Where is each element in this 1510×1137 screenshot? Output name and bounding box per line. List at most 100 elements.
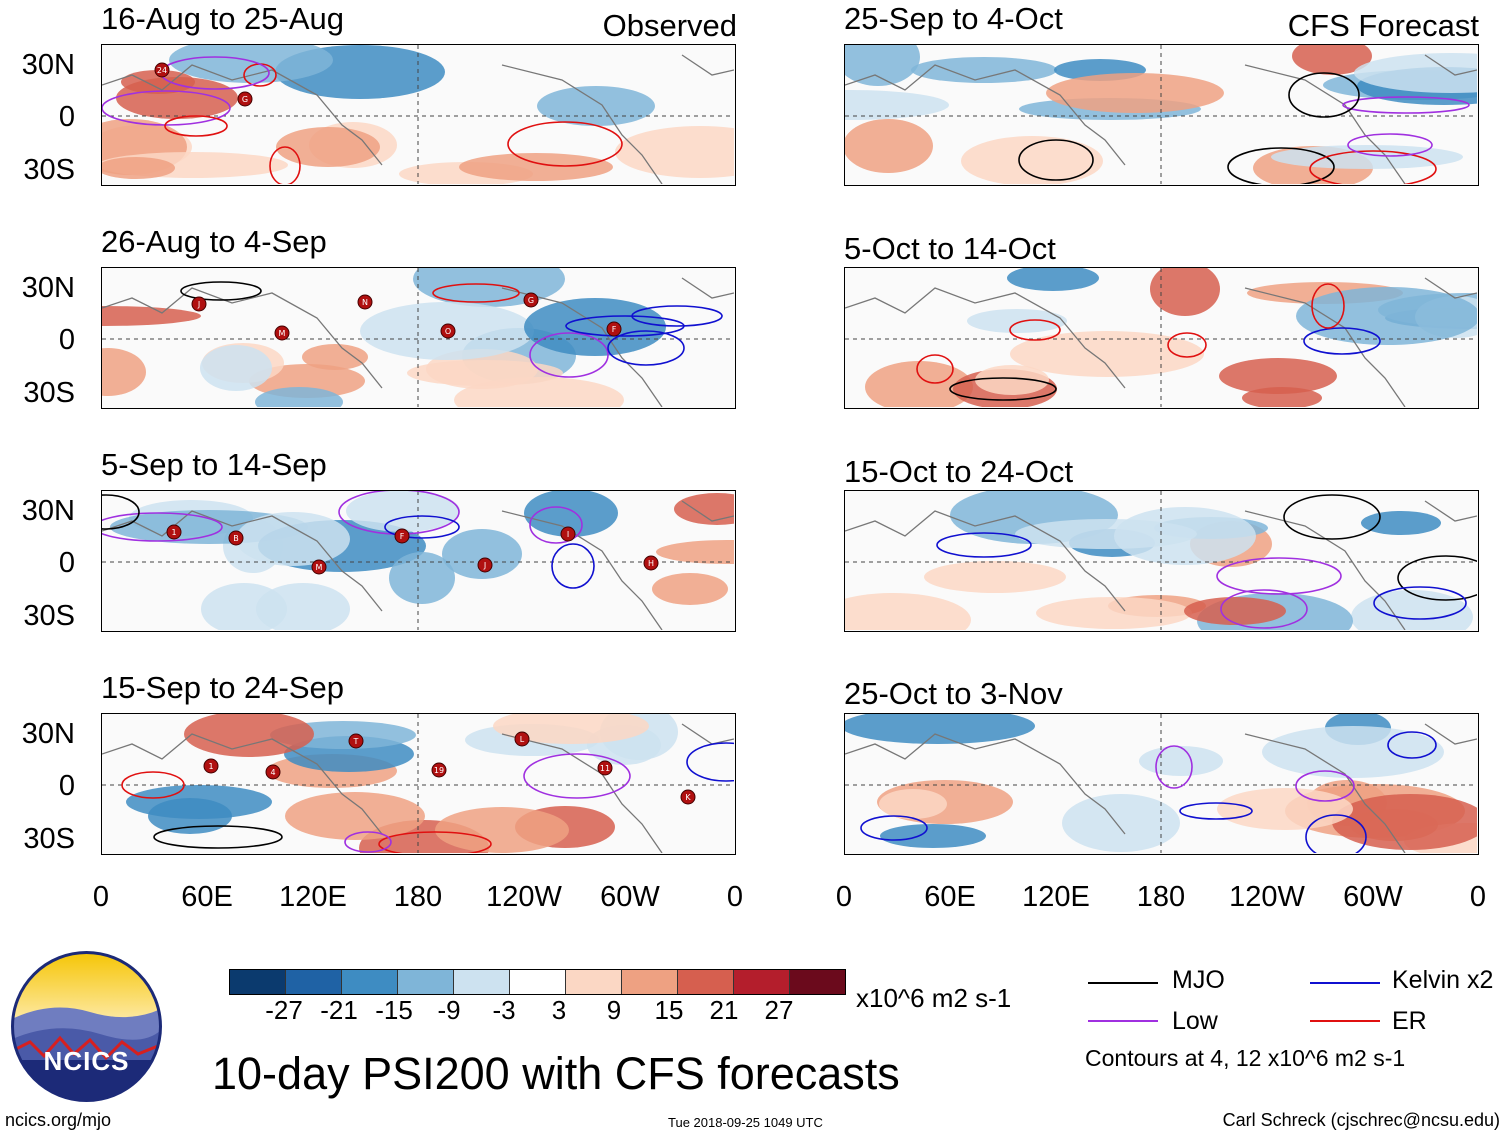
colorbar-tick-label: -9 xyxy=(437,995,461,1025)
xlabel: 0 xyxy=(726,881,744,913)
contour-ring xyxy=(523,753,631,799)
legend-low-line xyxy=(1088,1020,1158,1022)
legend-kelvin-line xyxy=(1310,982,1380,984)
contour-ring xyxy=(936,532,1032,558)
storm-marker: B xyxy=(228,530,244,546)
map-field xyxy=(845,714,1477,853)
psi-anomaly-blob xyxy=(1062,794,1180,852)
legend-er-label: ER xyxy=(1392,1007,1427,1035)
colorbar-tick-label: 15 xyxy=(654,995,684,1025)
logo-text: NCICS xyxy=(43,1046,130,1076)
panel-title-5: 25-Sep to 4-Oct xyxy=(844,1,1063,36)
psi-anomaly-blob xyxy=(652,573,728,605)
psi-anomaly-blob xyxy=(389,552,455,604)
psi-anomaly-blob xyxy=(1219,358,1337,394)
panel-title-4: 15-Sep to 24-Sep xyxy=(101,670,345,705)
panel-title-1: 16-Aug to 25-Aug xyxy=(101,1,345,36)
contour-ring xyxy=(551,543,595,589)
map-panel-8 xyxy=(844,713,1479,855)
psi-anomaly-blob xyxy=(615,126,734,178)
contour-ring xyxy=(102,90,231,126)
svg-text:L: L xyxy=(520,735,525,744)
contour-ring xyxy=(1303,327,1381,355)
psi-anomaly-blob xyxy=(285,792,425,840)
map-panel-3: B M F J I H 1 xyxy=(101,490,736,632)
contour-ring xyxy=(153,825,283,849)
storm-marker: H xyxy=(643,555,659,571)
contour-ring xyxy=(1311,283,1345,329)
contour-ring xyxy=(860,815,928,841)
psi-anomaly-blob xyxy=(879,789,947,819)
storm-marker: K xyxy=(680,789,696,805)
psi-anomaly-blob xyxy=(200,345,272,391)
psi-anomaly-blob xyxy=(537,86,655,126)
xlabel: 120E xyxy=(279,881,347,913)
map-field xyxy=(845,45,1477,184)
coastline xyxy=(102,500,734,630)
legend-low-label: Low xyxy=(1172,1007,1218,1035)
psi-anomaly-blob xyxy=(924,561,1066,593)
map-panel-2: J M N O G F xyxy=(101,267,736,409)
panel-title-8: 25-Oct to 3-Nov xyxy=(844,676,1063,711)
colorbar xyxy=(229,969,846,995)
coastline xyxy=(845,723,1477,853)
psi-anomaly-blob xyxy=(442,529,522,579)
psi-anomaly-blob xyxy=(102,348,146,396)
psi-anomaly-blob xyxy=(1010,331,1204,377)
colorbar-swatch xyxy=(790,970,845,994)
map-panel-4: 4 T 19 L 11 K 1 xyxy=(101,713,736,855)
colorbar-swatch xyxy=(454,970,510,994)
contour-ring xyxy=(916,354,954,384)
contour-ring xyxy=(1295,770,1355,802)
psi-anomaly-blob xyxy=(435,807,569,853)
svg-text:1: 1 xyxy=(208,762,213,771)
psi-anomaly-blob xyxy=(1361,511,1441,535)
panel-title-6: 5-Oct to 14-Oct xyxy=(844,231,1056,266)
svg-text:I: I xyxy=(567,530,569,539)
contour-ring xyxy=(1220,589,1308,629)
panel-title-7: 15-Oct to 24-Oct xyxy=(844,454,1074,489)
ylabel-0: 0 xyxy=(58,547,75,579)
ylabel-0: 0 xyxy=(58,101,75,133)
colorbar-tick-label: -21 xyxy=(320,995,358,1025)
footer-credit[interactable]: Carl Schreck (cjschrec@ncsu.edu) xyxy=(1222,1110,1500,1130)
coastline xyxy=(102,277,734,407)
colorbar-swatch xyxy=(398,970,454,994)
xlabel: 0 xyxy=(835,881,853,913)
psi-anomaly-blob xyxy=(407,360,563,386)
contour-ring xyxy=(565,315,685,337)
psi-anomaly-blob xyxy=(967,309,1067,333)
contour-ring xyxy=(686,742,734,782)
coastline xyxy=(845,277,1477,407)
psi-anomaly-blob xyxy=(169,45,333,83)
contour-ring xyxy=(1216,557,1342,595)
svg-text:K: K xyxy=(685,793,691,802)
contour-ring xyxy=(1018,139,1094,181)
contour-ring xyxy=(529,506,583,544)
map-panel-1: 24 G xyxy=(101,44,736,186)
storm-marker: 4 xyxy=(265,764,281,780)
footer-url[interactable]: ncics.org/mjo xyxy=(5,1110,112,1130)
ylabel-0: 0 xyxy=(58,324,75,356)
contour-ring xyxy=(384,515,460,539)
storm-marker: M xyxy=(274,325,290,341)
map-field xyxy=(845,268,1477,407)
contour-ring xyxy=(344,831,392,853)
ylabel-30s: 30S xyxy=(23,600,75,632)
contour-ring xyxy=(1009,319,1061,341)
svg-text:19: 19 xyxy=(434,766,444,775)
psi-anomaly-blob xyxy=(865,361,973,407)
psi-anomaly-blob xyxy=(102,157,175,179)
colorbar-swatch xyxy=(230,970,286,994)
contour-ring xyxy=(1397,555,1477,601)
psi-anomaly-blob xyxy=(346,491,460,532)
psi-anomaly-blob xyxy=(845,593,971,630)
contour-ring xyxy=(121,771,185,799)
colorbar-tick-label: -15 xyxy=(375,995,413,1025)
psi-anomaly-blob xyxy=(674,493,734,525)
storm-marker: G xyxy=(523,292,539,308)
storm-marker: J xyxy=(477,557,493,573)
psi-anomaly-blob xyxy=(524,491,618,537)
psi-anomaly-blob xyxy=(524,298,666,356)
contour-ring xyxy=(1288,72,1360,118)
